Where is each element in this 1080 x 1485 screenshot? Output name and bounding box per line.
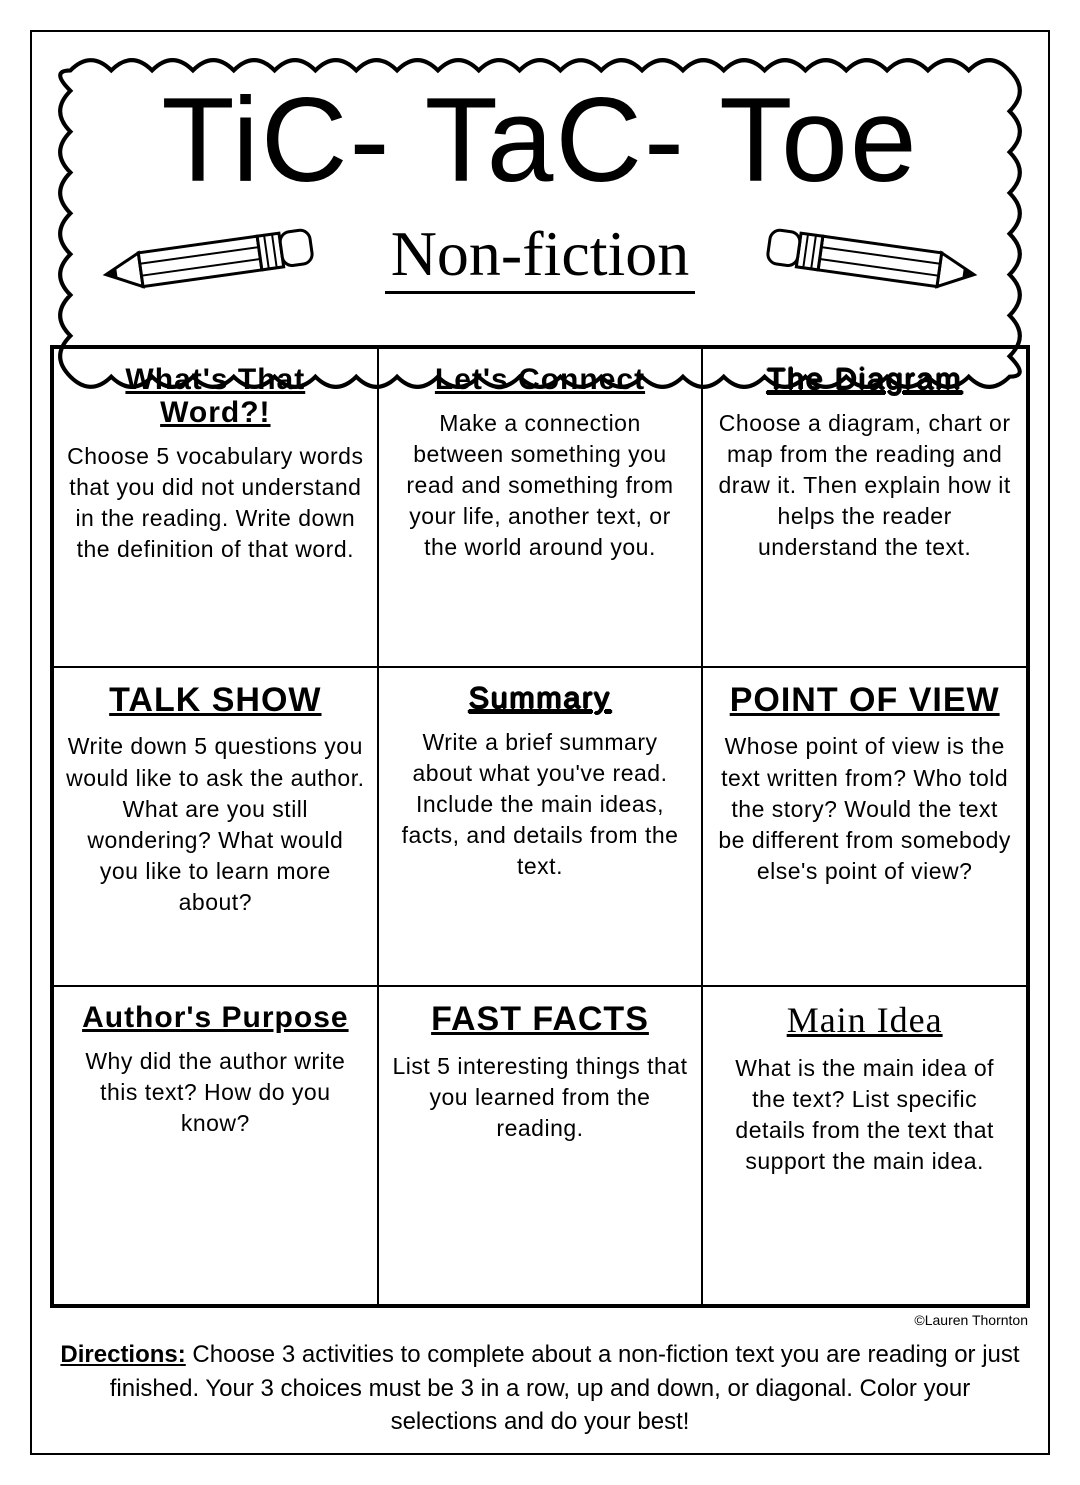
cell-body: Write a brief summary about what you've …: [391, 727, 690, 882]
header-box: TiC- TaC- Toe Non-fiction: [50, 50, 1030, 325]
cell-body: Write down 5 questions you would like to…: [66, 731, 365, 917]
pencil-row: Non-fiction: [100, 225, 980, 295]
cell-title: The Diagram: [767, 363, 962, 396]
directions-text: Choose 3 activities to complete about a …: [110, 1341, 1020, 1435]
cell-title: Main Idea: [787, 1001, 943, 1041]
cell-lets-connect: Let's Connect Make a connection between …: [378, 348, 703, 667]
worksheet-page: TiC- TaC- Toe Non-fiction: [30, 30, 1050, 1455]
subtitle: Non-fiction: [385, 217, 696, 294]
cell-body: Why did the author write this text? How …: [66, 1046, 365, 1139]
cell-title: Author's Purpose: [82, 1001, 349, 1034]
cell-body: Make a connection between something you …: [391, 408, 690, 563]
cell-title: Summary: [469, 682, 611, 715]
main-title: TiC- TaC- Toe: [60, 80, 1020, 200]
cell-authors-purpose: Author's Purpose Why did the author writ…: [53, 986, 378, 1305]
cell-title: What's That Word?!: [66, 363, 365, 429]
cell-body: List 5 interesting things that you learn…: [391, 1051, 690, 1144]
directions: Directions: Choose 3 activities to compl…: [50, 1338, 1030, 1443]
cell-body: Choose 5 vocabulary words that you did n…: [66, 441, 365, 565]
credit-line: ©Lauren Thornton: [50, 1312, 1028, 1328]
directions-label: Directions:: [60, 1341, 185, 1368]
cell-body: What is the main idea of the text? List …: [715, 1053, 1014, 1177]
pencil-left-icon: [100, 225, 320, 295]
pencil-right-icon: [760, 225, 980, 295]
cell-title: FAST FACTS: [431, 1001, 649, 1038]
cell-point-of-view: POINT OF VIEW Whose point of view is the…: [702, 667, 1027, 986]
cell-title: Let's Connect: [435, 363, 645, 396]
cell-whats-that-word: What's That Word?! Choose 5 vocabulary w…: [53, 348, 378, 667]
cell-title: TALK SHOW: [109, 682, 321, 719]
cell-talk-show: TALK SHOW Write down 5 questions you wou…: [53, 667, 378, 986]
cell-main-idea: Main Idea What is the main idea of the t…: [702, 986, 1027, 1305]
cell-fast-facts: FAST FACTS List 5 interesting things tha…: [378, 986, 703, 1305]
activity-grid: What's That Word?! Choose 5 vocabulary w…: [50, 345, 1030, 1308]
cell-summary: Summary Write a brief summary about what…: [378, 667, 703, 986]
cell-the-diagram: The Diagram Choose a diagram, chart or m…: [702, 348, 1027, 667]
cell-body: Whose point of view is the text written …: [715, 731, 1014, 886]
cell-body: Choose a diagram, chart or map from the …: [715, 408, 1014, 563]
cell-title: POINT OF VIEW: [730, 682, 1000, 719]
